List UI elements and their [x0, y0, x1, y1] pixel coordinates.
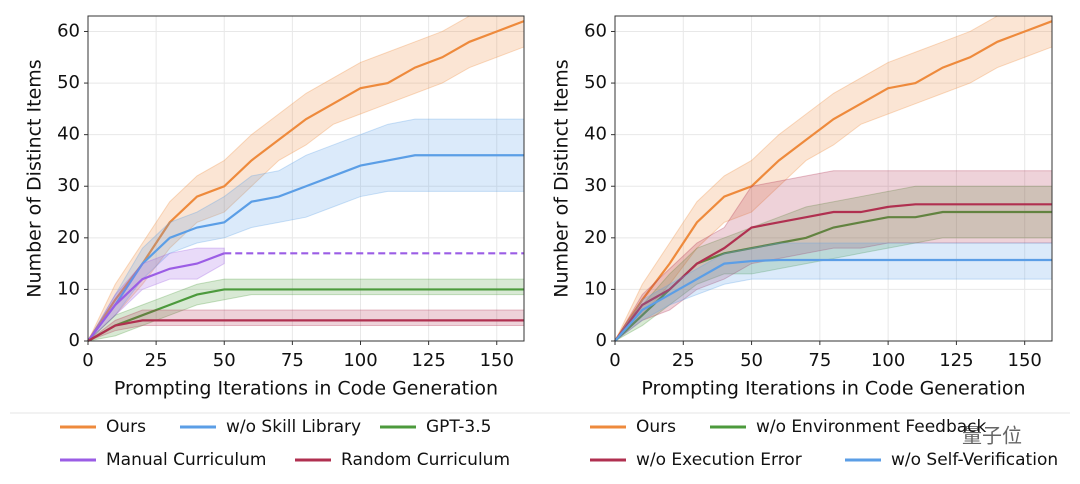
y-tick-label: 50: [584, 72, 607, 93]
y-tick-label: 40: [584, 124, 607, 145]
y-tick-label: 0: [69, 330, 80, 351]
x-tick-label: 100: [343, 350, 377, 371]
legend-label: w/o Execution Error: [636, 450, 802, 470]
y-tick-label: 20: [57, 227, 80, 248]
legend-label: w/o Skill Library: [226, 417, 361, 437]
y-tick-label: 0: [596, 330, 607, 351]
y-tick-label: 40: [57, 124, 80, 145]
series-line: [87, 288, 524, 342]
confidence-band: [87, 309, 525, 342]
y-tick-label: 60: [584, 20, 607, 41]
legend-label: w/o Environment Feedback: [756, 417, 987, 437]
x-axis-label: Prompting Iterations in Code Generation: [114, 378, 498, 400]
legend-label: Ours: [636, 417, 676, 437]
legend-label: Manual Curriculum: [106, 450, 266, 470]
series-line: [87, 154, 524, 342]
confidence-band: [87, 247, 225, 342]
y-tick-label: 30: [584, 175, 607, 196]
plot-frame: [87, 15, 525, 342]
x-tick-label: 25: [145, 350, 168, 371]
x-tick-label: 125: [411, 350, 445, 371]
y-tick-label: 60: [57, 20, 80, 41]
x-tick-label: 0: [609, 350, 620, 371]
x-tick-label: 150: [480, 350, 514, 371]
series-line: [87, 252, 225, 342]
x-tick-label: 75: [808, 350, 831, 371]
series-line: [87, 20, 525, 342]
y-tick-label: 20: [584, 227, 607, 248]
x-tick-label: 150: [1008, 350, 1042, 371]
x-tick-label: 50: [740, 350, 763, 371]
x-tick-label: 25: [672, 350, 695, 371]
series-line: [614, 258, 1052, 342]
series-line: [614, 203, 1052, 342]
legend-label: w/o Self-Verification: [891, 450, 1058, 470]
series-line: [87, 319, 524, 342]
legend-label: Ours: [106, 417, 146, 437]
x-axis-label: Prompting Iterations in Code Generation: [641, 378, 1025, 400]
series-line: [614, 20, 1053, 342]
y-tick-label: 30: [57, 175, 80, 196]
x-tick-label: 75: [281, 350, 304, 371]
legend-label: Random Curriculum: [341, 450, 510, 470]
watermark: 量子位: [962, 424, 1022, 448]
y-tick-label: 10: [57, 278, 80, 299]
x-tick-label: 125: [939, 350, 973, 371]
plot-frame: [614, 15, 1053, 342]
y-tick-label: 10: [584, 278, 607, 299]
x-tick-label: 50: [213, 350, 236, 371]
x-tick-label: 100: [871, 350, 905, 371]
y-axis-label: Number of Distinct Items: [551, 59, 573, 297]
x-tick-label: 0: [82, 350, 93, 371]
y-axis-label: Number of Distinct Items: [24, 59, 46, 297]
y-tick-label: 50: [57, 72, 80, 93]
legend-label: GPT-3.5: [426, 417, 491, 437]
